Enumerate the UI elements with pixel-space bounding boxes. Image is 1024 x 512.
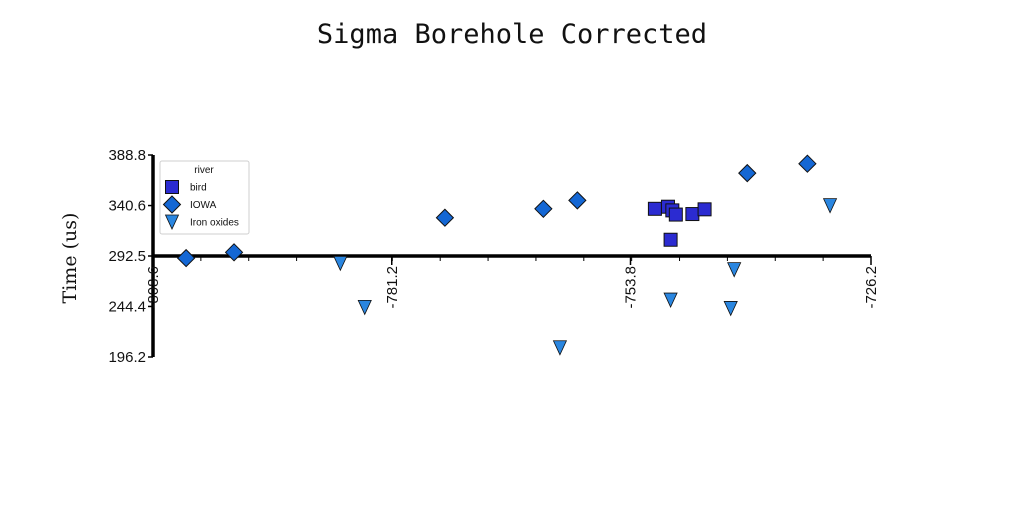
y-tick-label: 196.2 (108, 349, 146, 366)
data-point-triangle-down (663, 292, 678, 308)
data-point-triangle-down (727, 262, 742, 278)
y-tick-label: 244.4 (108, 298, 146, 315)
data-point-square (697, 202, 712, 217)
data-point-square (663, 232, 678, 247)
data-point-square (685, 207, 700, 222)
data-point-triangle-down (723, 301, 738, 317)
legend-label: IOWA (190, 200, 217, 211)
x-tick-label: -753.8 (623, 266, 640, 309)
y-tick-label: 292.5 (108, 248, 146, 265)
data-point-diamond (568, 191, 587, 210)
legend-box (159, 160, 250, 235)
data-point-diamond (798, 154, 817, 173)
data-point-triangle-down (822, 198, 838, 214)
legend: river bird IOWA Iron oxides (159, 160, 250, 235)
legend-label: bird (190, 183, 207, 194)
legend-label: Iron oxides (190, 218, 239, 229)
data-point-triangle-down (552, 340, 568, 356)
legend-marker (165, 180, 179, 194)
data-point-triangle-down (357, 299, 372, 316)
legend-marker (162, 195, 182, 214)
data-point-diamond (534, 199, 553, 219)
y-tick-label: 388.8 (108, 147, 146, 164)
x-tick-label: -808.6 (145, 266, 162, 309)
x-tick-label: -781.2 (384, 266, 401, 309)
data-point-diamond (224, 243, 244, 262)
data-point-triangle-down (333, 255, 348, 272)
data-point-square (668, 207, 683, 222)
data-point-square (647, 201, 662, 216)
legend-title: river (194, 165, 214, 176)
chart-title: Sigma Borehole Corrected (317, 19, 707, 50)
legend-marker (164, 214, 180, 230)
y-axis-title: Time (us) (59, 213, 81, 304)
data-point-diamond (435, 208, 455, 227)
x-tick-label: -726.2 (863, 266, 880, 309)
plot-area: 196.2 244.4 292.5 340.6 388.8 -808.6 -781.2 -75… (108, 147, 880, 366)
data-point-diamond (738, 163, 757, 183)
data-point-diamond (176, 248, 196, 268)
y-tick-label: 340.6 (108, 198, 146, 215)
